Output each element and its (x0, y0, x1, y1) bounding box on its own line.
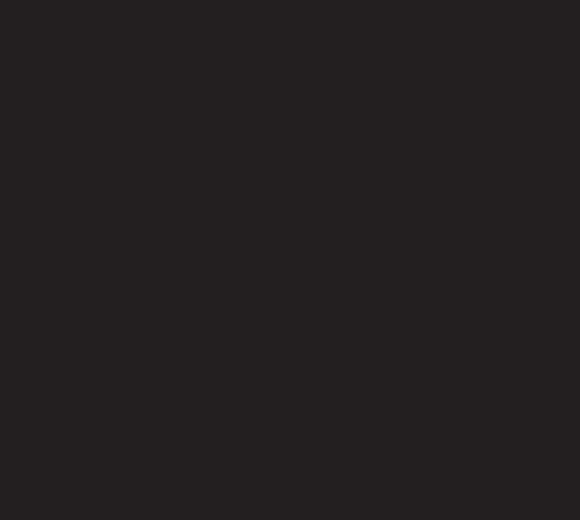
Text: Downtown: Downtown (229, 204, 294, 217)
Text: A: A (99, 204, 108, 217)
Text: B: B (99, 241, 108, 254)
Text: $40: $40 (436, 313, 459, 327)
Bar (161, 156, 362, 192)
Text: Downtown: Downtown (229, 313, 294, 327)
Bar (46, 229, 161, 265)
Bar (46, 156, 161, 192)
Text: Restaurant: Restaurant (64, 167, 143, 181)
Bar (161, 229, 362, 265)
Text: Neighborhood: Neighborhood (212, 167, 311, 181)
Bar (161, 302, 362, 338)
Bar (46, 302, 161, 338)
Bar (46, 192, 161, 229)
Text: C: C (99, 277, 108, 290)
Bar (46, 265, 161, 302)
Text: D: D (99, 313, 108, 327)
Bar (161, 192, 362, 229)
Bar (362, 156, 534, 192)
Text: $20: $20 (436, 241, 459, 254)
Text: Price per Meal: Price per Meal (397, 167, 498, 181)
Bar (161, 265, 362, 302)
Bar (362, 265, 534, 302)
Bar (362, 229, 534, 265)
Bar (362, 192, 534, 229)
Text: Downtown: Downtown (229, 241, 294, 254)
Text: Downtown: Downtown (229, 277, 294, 290)
Text: $20: $20 (436, 204, 459, 217)
Text: $40: $40 (436, 277, 459, 290)
Bar (362, 302, 534, 338)
